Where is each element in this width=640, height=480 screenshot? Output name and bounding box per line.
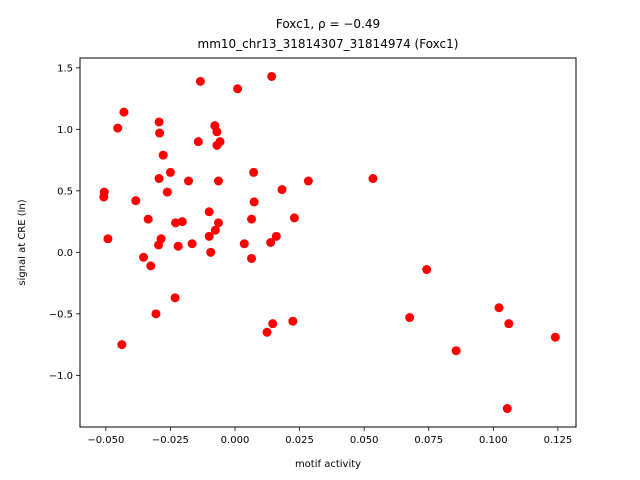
data-point-43 <box>206 247 216 257</box>
y-tick-label: 0.5 <box>57 186 73 197</box>
data-point-27 <box>143 214 153 224</box>
data-point-15 <box>368 174 378 184</box>
y-tick-label: −0.5 <box>49 309 73 320</box>
data-point-36 <box>103 234 113 244</box>
data-point-22 <box>277 185 287 195</box>
data-point-33 <box>210 225 220 235</box>
data-point-12 <box>158 150 168 160</box>
data-point-50 <box>151 309 161 319</box>
data-point-46 <box>146 261 156 271</box>
data-point-39 <box>173 241 183 251</box>
data-point-19 <box>303 176 313 186</box>
data-point-48 <box>170 293 180 303</box>
data-point-11 <box>212 140 222 150</box>
y-tick-label: 1.0 <box>57 125 73 136</box>
data-point-24 <box>131 196 141 206</box>
data-point-42 <box>266 238 276 247</box>
x-tick-label: −0.025 <box>152 435 189 446</box>
data-point-25 <box>249 197 259 207</box>
data-point-9 <box>193 137 203 147</box>
data-point-52 <box>288 316 298 326</box>
chart-title-line-2: mm10_chr13_31814307_31814974 (Foxc1) <box>198 37 459 51</box>
data-point-17 <box>184 176 193 186</box>
data-point-16 <box>154 174 164 184</box>
data-point-2 <box>233 84 243 94</box>
x-tick-label: 0.000 <box>221 435 250 446</box>
x-tick-label: 0.125 <box>544 435 573 446</box>
x-tick-label: 0.075 <box>414 435 443 446</box>
data-point-30 <box>177 217 187 227</box>
y-axis-label: signal at CRE (ln) <box>17 199 28 285</box>
data-point-45 <box>247 253 257 263</box>
data-point-47 <box>422 265 432 275</box>
data-point-41 <box>239 239 249 249</box>
data-point-23 <box>99 192 109 202</box>
y-axis-ticks: −1.0 −0.5 0.0 0.5 1.0 1.5 <box>49 63 80 382</box>
data-point-57 <box>117 340 127 350</box>
data-point-35 <box>271 231 281 241</box>
data-point-3 <box>119 107 129 117</box>
data-point-59 <box>502 404 512 414</box>
data-point-14 <box>249 167 259 177</box>
data-point-49 <box>494 303 504 313</box>
y-tick-label: 0.0 <box>57 248 73 259</box>
plot-frame <box>79 57 577 428</box>
data-point-40 <box>187 239 197 249</box>
data-point-21 <box>162 187 172 197</box>
chart-title-line-1: Foxc1, ρ = −0.49 <box>276 17 380 31</box>
data-point-54 <box>504 319 514 329</box>
data-point-53 <box>268 319 278 329</box>
x-tick-label: −0.050 <box>87 435 124 446</box>
y-tick-label: −1.0 <box>49 371 73 382</box>
x-tick-label: 0.100 <box>479 435 508 446</box>
x-axis-label: motif activity <box>295 459 361 470</box>
y-tick-label: 1.5 <box>57 63 73 74</box>
data-point-26 <box>204 207 214 217</box>
x-axis-ticks: −0.050 −0.025 0.000 0.025 0.050 0.075 0.100 0.1… <box>87 427 572 446</box>
data-point-28 <box>247 214 257 224</box>
data-point-58 <box>451 346 461 356</box>
data-point-38 <box>154 240 164 250</box>
data-point-0 <box>267 71 277 81</box>
data-point-8 <box>212 127 222 137</box>
data-points <box>99 71 560 414</box>
data-point-7 <box>155 128 165 138</box>
data-point-55 <box>262 327 272 337</box>
data-point-18 <box>213 176 223 186</box>
data-point-1 <box>195 76 205 86</box>
data-point-56 <box>550 332 560 342</box>
data-point-51 <box>405 313 415 323</box>
data-point-29 <box>289 213 299 223</box>
data-point-5 <box>113 123 123 133</box>
x-tick-label: 0.050 <box>350 435 379 446</box>
data-point-44 <box>139 252 149 262</box>
data-point-4 <box>154 117 164 127</box>
data-point-13 <box>165 167 175 177</box>
data-point-31 <box>171 218 181 228</box>
x-tick-label: 0.025 <box>285 435 314 446</box>
data-point-32 <box>213 218 223 228</box>
data-point-34 <box>204 231 214 241</box>
